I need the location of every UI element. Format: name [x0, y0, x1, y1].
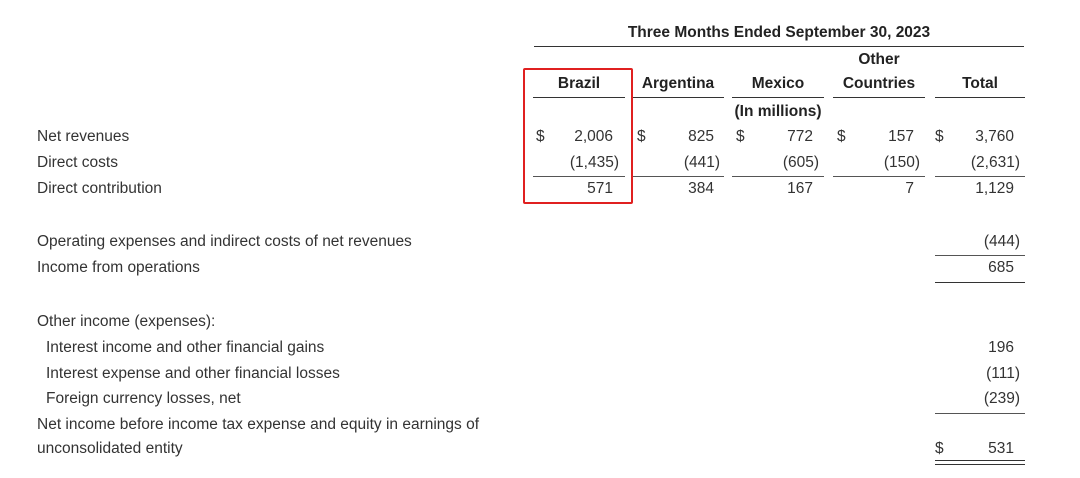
cell-brazil-direct-costs: (1,435)	[569, 154, 619, 171]
col-underline-mexico	[732, 97, 824, 98]
cell-other-direct-costs: (150)	[883, 154, 920, 171]
cell-total-interest-expense: (111)	[986, 365, 1020, 382]
cell-mexico-direct-contribution: 167	[787, 180, 813, 197]
cell-total-fx-losses: (239)	[983, 390, 1020, 407]
row-label-opex: Operating expenses and indirect costs of…	[37, 233, 412, 250]
cell-total-interest-income: 196	[988, 339, 1014, 356]
row-label-income-ops: Income from operations	[37, 259, 200, 276]
subtotal-line-other	[833, 176, 925, 177]
col-header-other-line1: Other	[858, 51, 900, 68]
row-label-interest-income: Interest income and other financial gain…	[46, 339, 325, 356]
col-underline-argentina	[632, 97, 724, 98]
cell-brazil-direct-contribution: 571	[587, 180, 613, 197]
row-label-direct-costs: Direct costs	[37, 154, 118, 171]
subtotal-line-argentina	[632, 176, 724, 177]
currency-symbol: $	[935, 440, 944, 457]
cell-argentina-direct-contribution: 384	[688, 180, 714, 197]
currency-symbol: $	[536, 128, 545, 145]
period-underline	[534, 46, 1024, 47]
cell-mexico-direct-costs: (605)	[782, 154, 819, 171]
income-ops-underline	[935, 282, 1025, 283]
currency-symbol: $	[837, 128, 846, 145]
col-header-mexico: Mexico	[751, 75, 805, 92]
cell-total-direct-costs: (2,631)	[970, 154, 1020, 171]
row-label-net-income-line2: unconsolidated entity	[37, 440, 183, 457]
cell-total-opex: (444)	[983, 233, 1020, 250]
net-income-double-underline	[935, 460, 1025, 465]
currency-symbol: $	[637, 128, 646, 145]
cell-total-income-ops: 685	[988, 259, 1014, 276]
col-underline-total	[935, 97, 1025, 98]
row-label-net-income-line1: Net income before income tax expense and…	[37, 416, 480, 433]
subtotal-line-total	[935, 176, 1025, 177]
row-label-other-income-header: Other income (expenses):	[37, 313, 216, 330]
currency-symbol: $	[935, 128, 944, 145]
col-header-brazil: Brazil	[557, 75, 601, 92]
cell-brazil-net-revenues: 2,006	[574, 128, 613, 145]
row-label-net-revenues: Net revenues	[37, 128, 130, 145]
col-underline-other	[833, 97, 925, 98]
period-header: Three Months Ended September 30, 2023	[627, 24, 931, 41]
row-label-interest-expense: Interest expense and other financial los…	[46, 365, 340, 382]
subtotal-line-brazil	[533, 176, 625, 177]
cell-other-net-revenues: 157	[888, 128, 914, 145]
cell-other-direct-contribution: 7	[905, 180, 914, 197]
unit-note: (In millions)	[734, 103, 822, 120]
col-header-total: Total	[962, 75, 998, 92]
row-label-fx-losses: Foreign currency losses, net	[46, 390, 241, 407]
cell-total-net-revenues: 3,760	[975, 128, 1014, 145]
row-label-direct-contribution: Direct contribution	[37, 180, 162, 197]
opex-underline	[935, 255, 1025, 256]
cell-mexico-net-revenues: 772	[787, 128, 813, 145]
cell-argentina-net-revenues: 825	[688, 128, 714, 145]
col-header-other-line2: Countries	[842, 75, 916, 92]
col-header-argentina: Argentina	[641, 75, 715, 92]
subtotal-line-mexico	[732, 176, 824, 177]
cell-total-direct-contribution: 1,129	[975, 180, 1014, 197]
col-underline-brazil	[533, 97, 625, 98]
cell-total-net-income: 531	[988, 440, 1014, 457]
fx-losses-underline	[935, 413, 1025, 414]
brazil-highlight-box	[523, 68, 633, 204]
cell-argentina-direct-costs: (441)	[683, 154, 720, 171]
currency-symbol: $	[736, 128, 745, 145]
